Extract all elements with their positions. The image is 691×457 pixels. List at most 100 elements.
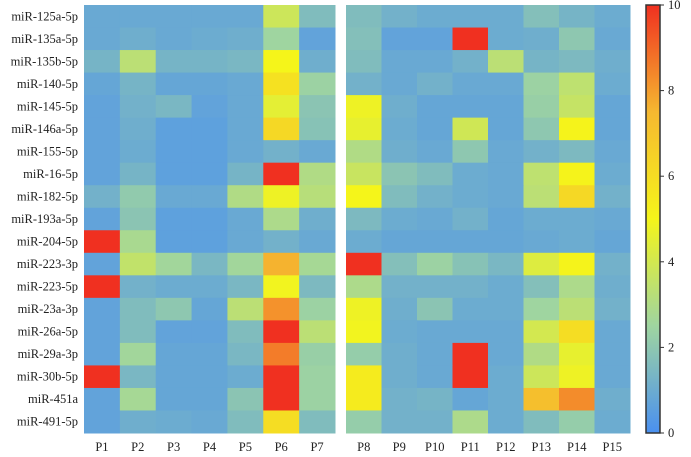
heatmap-cell	[417, 5, 453, 29]
heatmap-cell	[346, 140, 382, 164]
heatmap-cell	[594, 117, 631, 141]
heatmap-cell	[488, 297, 524, 321]
heatmap-cell	[559, 320, 595, 344]
heatmap-cell	[559, 230, 595, 254]
heatmap-cell	[488, 185, 524, 209]
column-label: P8	[357, 440, 370, 454]
heatmap-cell	[488, 410, 524, 434]
heatmap-cell	[84, 410, 121, 434]
heatmap-cell	[263, 50, 300, 74]
heatmap-cell	[594, 252, 631, 276]
heatmap-cell	[191, 230, 228, 254]
heatmap-cell	[84, 185, 121, 209]
heatmap-cell	[452, 162, 489, 186]
heatmap-cell	[523, 365, 560, 389]
heatmap-cell	[263, 27, 300, 51]
row-label: miR-135a-5p	[11, 32, 78, 46]
heatmap-cell	[381, 72, 418, 96]
column-label: P12	[496, 440, 515, 454]
heatmap-cell	[227, 185, 264, 209]
column-label: P15	[603, 440, 622, 454]
colorbar-gradient	[645, 4, 661, 434]
heatmap-cell	[381, 365, 418, 389]
heatmap-cell	[594, 95, 631, 119]
heatmap-cell	[119, 230, 157, 254]
heatmap-cell	[559, 5, 595, 29]
heatmap-cell	[299, 95, 336, 119]
heatmap-cell	[594, 27, 631, 51]
heatmap-cell	[119, 252, 157, 276]
column-labels: P1 P2 P3 P4 P5 P6 P7 P8 P9 P10 P11 P12 P13 P14 P15	[95, 440, 622, 454]
heatmap-cell	[381, 252, 418, 276]
row-label: miR-145-5p	[17, 99, 78, 113]
heatmap-cell	[119, 140, 157, 164]
column-label: P6	[275, 440, 288, 454]
heatmap-cell	[299, 162, 336, 186]
heatmap-cell	[155, 162, 193, 186]
heatmap-cell	[523, 117, 560, 141]
heatmap-cell	[523, 162, 560, 186]
heatmap-cell	[523, 5, 560, 29]
heatmap-cell	[381, 162, 418, 186]
heatmap-cell	[155, 275, 193, 299]
heatmap-cell	[263, 252, 300, 276]
column-label: P2	[131, 440, 144, 454]
heatmap-cell	[594, 320, 631, 344]
heatmap-cell	[452, 140, 489, 164]
heatmap-cell	[452, 387, 489, 411]
heatmap-cell	[84, 162, 121, 186]
heatmap-cell	[381, 117, 418, 141]
column-label: P7	[310, 440, 323, 454]
heatmap-cell	[84, 5, 121, 29]
heatmap-cell	[227, 5, 264, 29]
heatmap-cell	[559, 72, 595, 96]
heatmap-cell	[263, 387, 300, 411]
heatmap-cell	[488, 320, 524, 344]
heatmap-cell	[299, 365, 336, 389]
heatmap-cell	[488, 95, 524, 119]
heatmap-cell	[155, 387, 193, 411]
heatmap-cell	[299, 72, 336, 96]
heatmap-cell	[488, 27, 524, 51]
heatmap-cell	[452, 275, 489, 299]
heatmap-cell	[299, 275, 336, 299]
heatmap-cell	[417, 72, 453, 96]
heatmap-cell	[452, 230, 489, 254]
heatmap-cell	[191, 50, 228, 74]
heatmap-cell	[523, 275, 560, 299]
heatmap-cell	[346, 27, 382, 51]
heatmap-cell	[191, 320, 228, 344]
heatmap-cell	[417, 162, 453, 186]
heatmap-cell	[381, 207, 418, 231]
heatmap-cell	[191, 5, 228, 29]
heatmap-cell	[263, 95, 300, 119]
heatmap-cell	[119, 275, 157, 299]
heatmap-cell	[594, 5, 631, 29]
column-label: P1	[95, 440, 108, 454]
heatmap-cell	[381, 230, 418, 254]
heatmap-cell	[381, 410, 418, 434]
heatmap-cell	[84, 72, 121, 96]
column-label: P5	[239, 440, 252, 454]
heatmap-cell	[84, 365, 121, 389]
heatmap-cell	[263, 117, 300, 141]
heatmap-cell	[488, 365, 524, 389]
heatmap-cell	[119, 342, 157, 366]
heatmap-cell	[488, 275, 524, 299]
heatmap-cell	[559, 185, 595, 209]
heatmap-cell	[346, 297, 382, 321]
heatmap-cell	[523, 230, 560, 254]
heatmap-cell	[452, 95, 489, 119]
heatmap-cell	[488, 72, 524, 96]
heatmap-cell	[346, 365, 382, 389]
heatmap-cell	[191, 342, 228, 366]
heatmap-cell	[191, 140, 228, 164]
row-label: miR-30b-5p	[17, 370, 78, 384]
row-label: miR-223-5p	[17, 280, 78, 294]
heatmap-cell	[191, 185, 228, 209]
heatmap-cell	[155, 27, 193, 51]
heatmap-cell	[523, 185, 560, 209]
heatmap-cell	[227, 275, 264, 299]
heatmap-cell	[488, 117, 524, 141]
